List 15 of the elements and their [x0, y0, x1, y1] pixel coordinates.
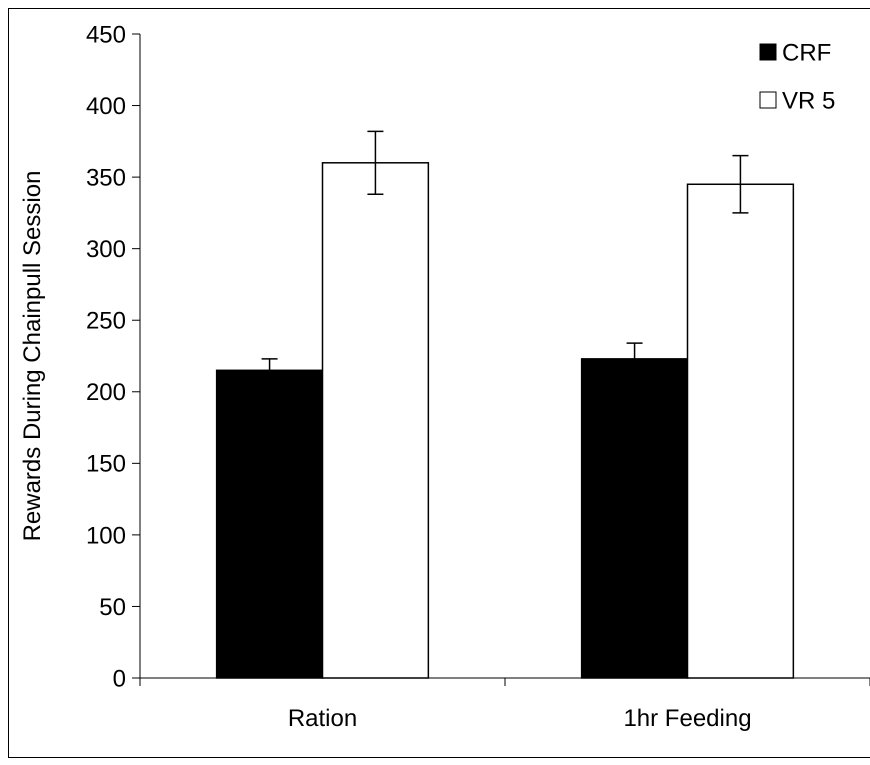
y-tick-label: 150: [86, 450, 126, 478]
y-tick-label: 350: [86, 164, 126, 192]
y-tick-label: 50: [99, 594, 126, 621]
legend-label: CRF: [782, 39, 832, 66]
y-tick-label: 300: [86, 236, 126, 264]
x-tick-label: Ration: [288, 705, 358, 732]
y-tick-label: 100: [86, 522, 126, 550]
y-tick-label: 400: [86, 92, 126, 120]
y-axis-title: Rewards During Chainpull Session: [19, 170, 46, 542]
y-tick-label: 200: [86, 379, 126, 406]
y-tick-label: 0: [112, 665, 126, 692]
x-tick-label: 1hr Feeding: [623, 705, 752, 732]
y-tick-label: 450: [86, 21, 126, 48]
y-tick-label: 250: [86, 308, 126, 335]
legend-label: VR 5: [782, 87, 836, 114]
